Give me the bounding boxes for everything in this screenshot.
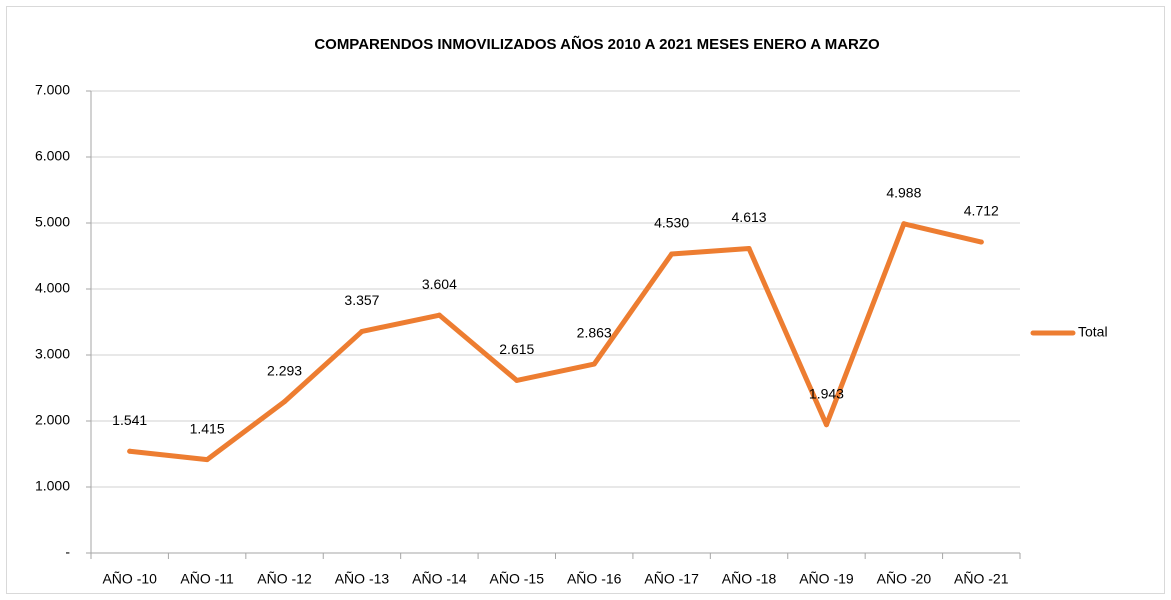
y-tick-label: 6.000 [35,148,70,164]
data-point [127,448,133,454]
data-label: 2.615 [499,341,534,357]
data-label: 1.943 [809,385,844,401]
data-point [282,399,288,405]
data-label: 4.613 [732,209,767,225]
y-tick-label: 2.000 [35,412,70,428]
data-point [746,246,752,252]
chart-border [6,6,1165,594]
data-point [669,251,675,257]
x-tick-label: AÑO -15 [490,571,545,587]
data-label: 2.863 [577,325,612,341]
y-tick-label: - [65,544,70,560]
data-label: 1.541 [112,412,147,428]
x-tick-label: AÑO -21 [954,571,1009,587]
data-label: 4.712 [964,203,999,219]
data-label: 2.293 [267,362,302,378]
x-tick-label: AÑO -14 [412,571,467,587]
legend-label: Total [1078,324,1108,340]
data-point [359,328,365,334]
data-point [204,457,210,463]
x-tick-label: AÑO -19 [799,571,854,587]
x-tick-label: AÑO -13 [335,571,390,587]
x-tick-label: AÑO -17 [644,571,699,587]
line-series [127,221,984,463]
x-tick-label: AÑO -11 [180,571,234,587]
data-label: 4.530 [654,215,689,231]
x-tick-label: AÑO -10 [102,571,157,587]
data-point [823,422,829,428]
data-point [978,239,984,245]
data-point [901,221,907,227]
y-tick-label: 3.000 [35,346,70,362]
x-tick-label: AÑO -20 [877,571,932,587]
chart-title: COMPARENDOS INMOVILIZADOS AÑOS 2010 A 20… [314,35,880,53]
data-label: 3.604 [422,276,457,292]
y-tick-label: 4.000 [35,280,70,296]
y-tick-label: 1.000 [35,478,70,494]
data-point [591,361,597,367]
data-point [436,312,442,318]
x-tick-label: AÑO -16 [567,571,622,587]
y-tick-label: 7.000 [35,82,70,98]
data-label: 3.357 [344,292,379,308]
y-tick-label: 5.000 [35,214,70,230]
data-label: 4.988 [886,184,921,200]
data-label: 1.415 [190,420,225,436]
data-point [514,377,520,383]
x-tick-label: AÑO -18 [722,571,777,587]
x-tick-label: AÑO -12 [257,571,312,587]
